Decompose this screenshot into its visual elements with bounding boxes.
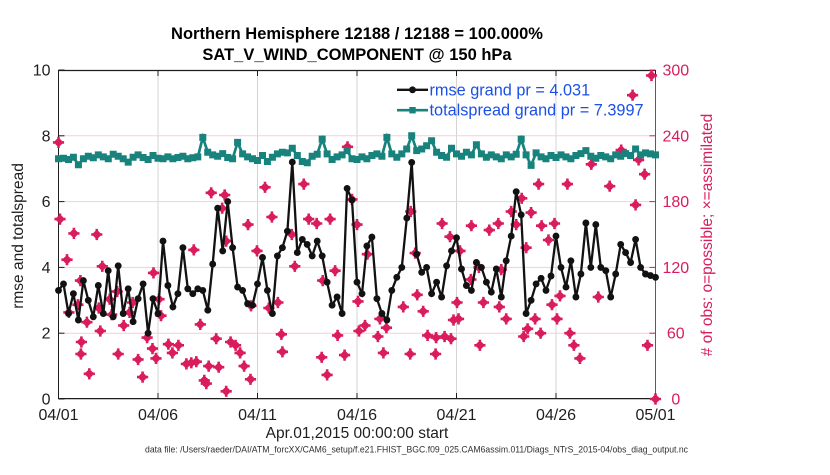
svg-text:04/16: 04/16 (337, 407, 377, 424)
svg-text:6: 6 (42, 194, 51, 211)
svg-text:rmse and totalspread: rmse and totalspread (10, 163, 27, 309)
svg-text:4: 4 (42, 260, 51, 277)
svg-text:05/01: 05/01 (635, 407, 675, 424)
svg-text:rmse grand pr = 4.031: rmse grand pr = 4.031 (430, 81, 591, 99)
svg-text:8: 8 (42, 128, 51, 145)
svg-text:300: 300 (662, 63, 689, 80)
svg-text:120: 120 (662, 260, 689, 277)
svg-text:240: 240 (662, 128, 689, 145)
svg-text:04/21: 04/21 (436, 407, 476, 424)
svg-text:totalspread grand pr = 7.3997: totalspread grand pr = 7.3997 (430, 102, 644, 120)
svg-text:0: 0 (42, 392, 51, 409)
svg-text:Northern Hemisphere 12188 / 12: Northern Hemisphere 12188 / 12188 = 100.… (171, 25, 543, 43)
svg-text:Apr.01,2015 00:00:00 start: Apr.01,2015 00:00:00 start (266, 425, 449, 442)
svg-text:0: 0 (671, 392, 680, 409)
svg-text:180: 180 (662, 194, 689, 211)
svg-text:60: 60 (667, 326, 685, 343)
svg-text:2: 2 (42, 326, 51, 343)
svg-text:# of obs: o=possible; ×=assimi: # of obs: o=possible; ×=assimilated (699, 114, 716, 357)
svg-text:10: 10 (33, 63, 51, 80)
svg-text:04/26: 04/26 (536, 407, 576, 424)
svg-text:SAT_V_WIND_COMPONENT @ 150 hPa: SAT_V_WIND_COMPONENT @ 150 hPa (202, 46, 512, 64)
svg-text:04/11: 04/11 (238, 407, 277, 424)
svg-text:data file: /Users/raeder/DAI/A: data file: /Users/raeder/DAI/ATM_forcXX/… (145, 445, 688, 455)
svg-text:04/06: 04/06 (138, 407, 178, 424)
svg-text:04/01: 04/01 (38, 407, 78, 424)
